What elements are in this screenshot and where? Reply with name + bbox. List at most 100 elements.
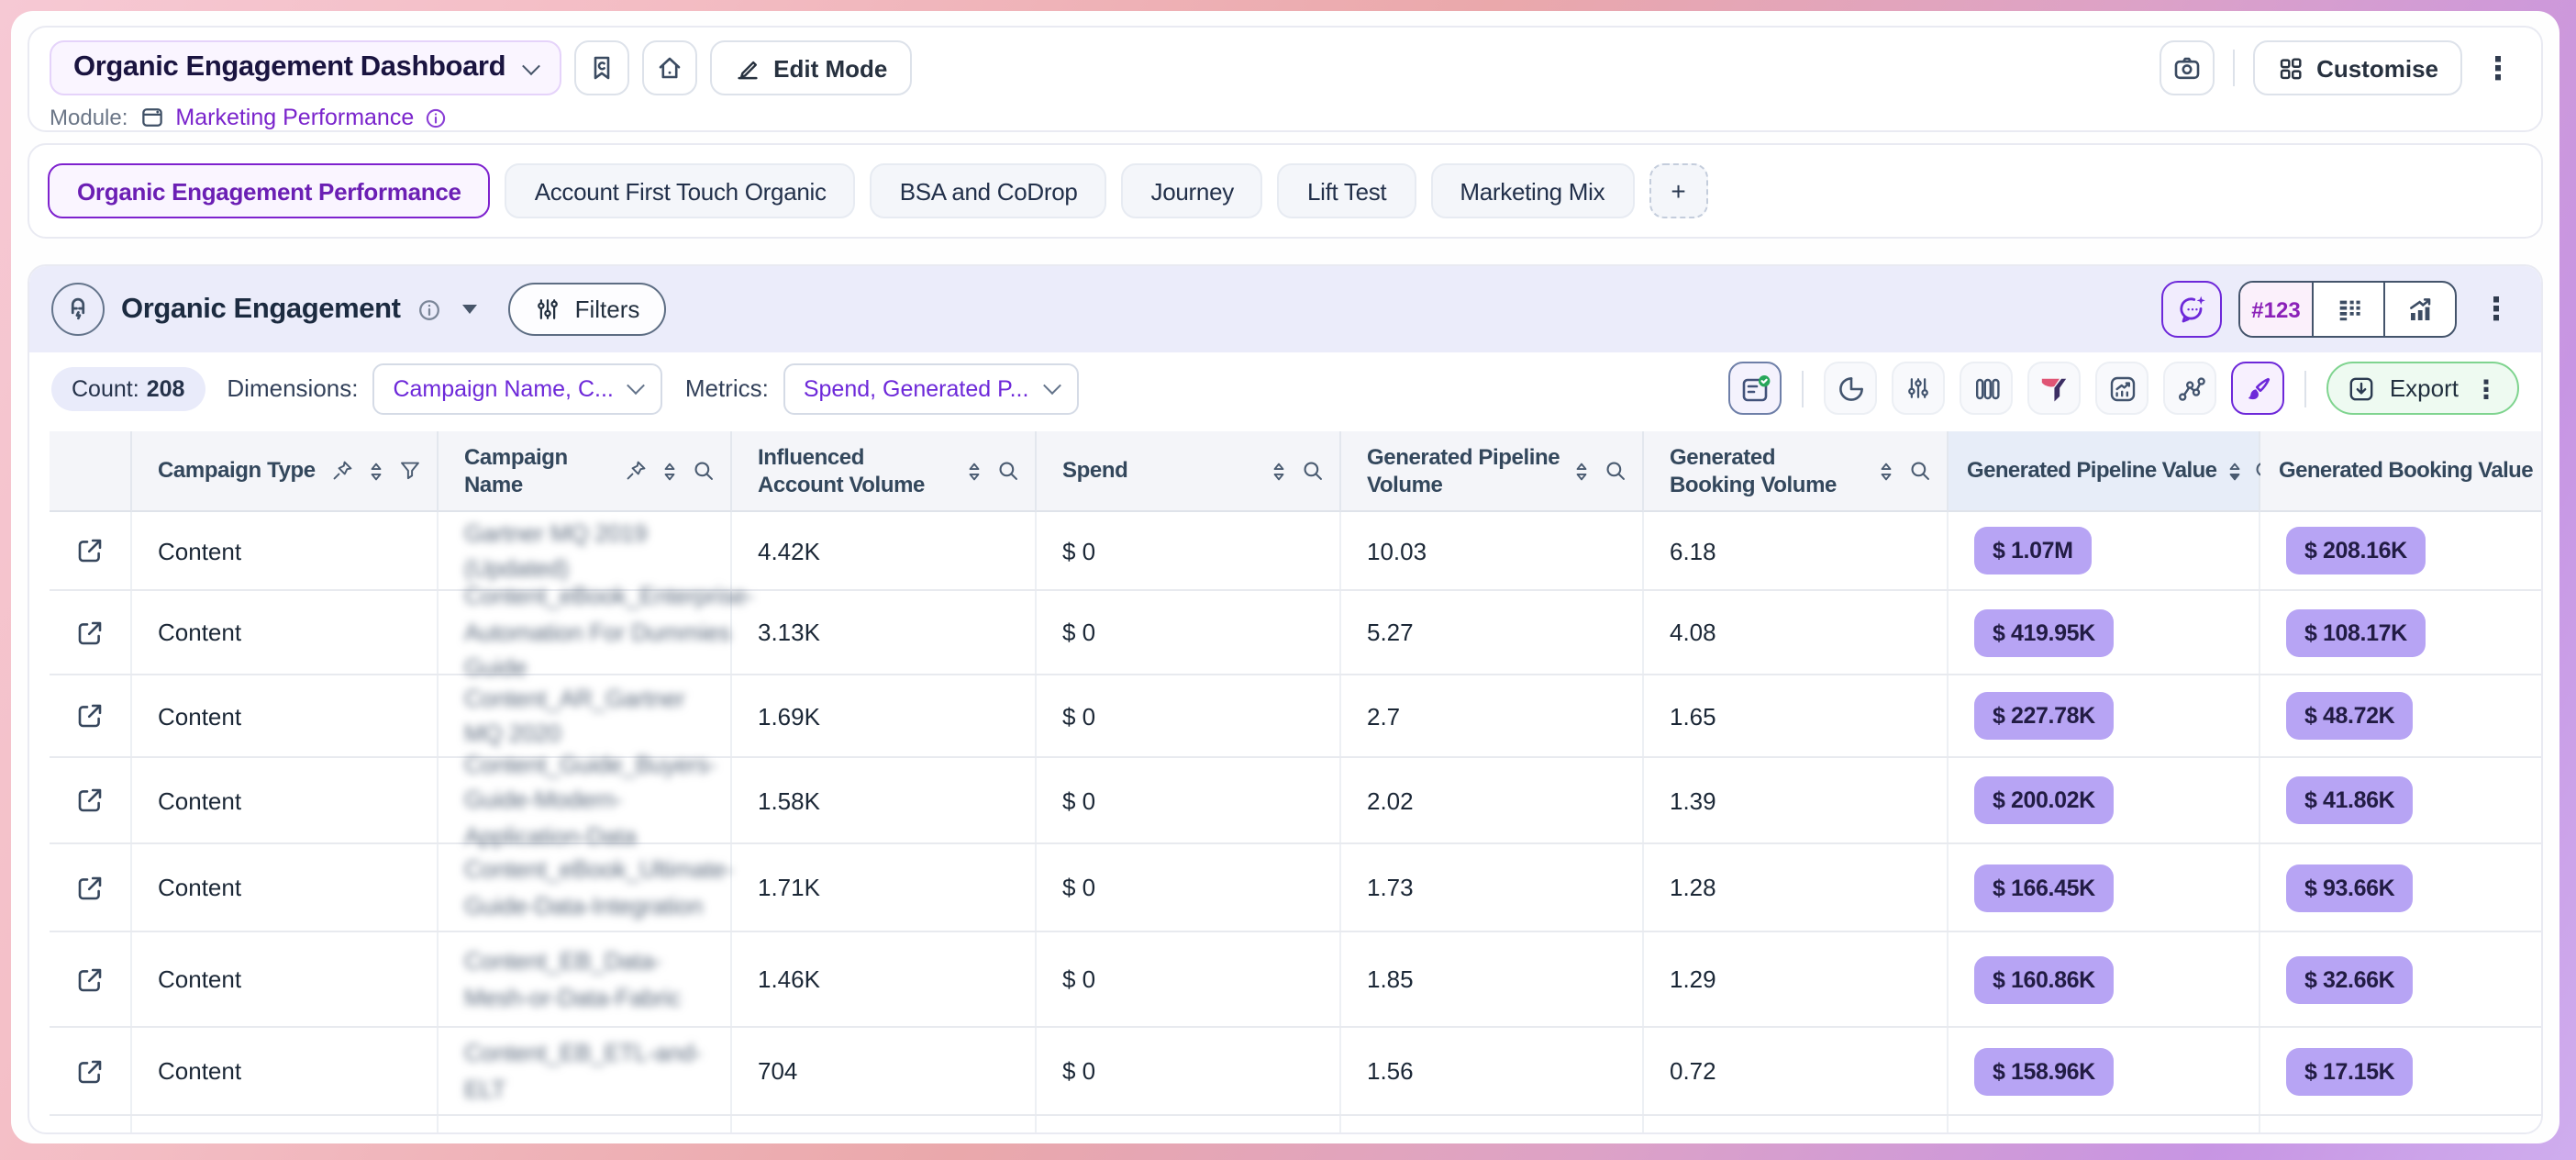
- bookmark-button[interactable]: [573, 40, 628, 95]
- funnel-brand-icon: [2039, 373, 2071, 404]
- external-link-icon[interactable]: [75, 965, 105, 994]
- kebab-menu-icon[interactable]: ⋮: [2475, 52, 2521, 84]
- filter-funnel-icon[interactable]: [398, 459, 422, 483]
- sort-icon[interactable]: [365, 458, 387, 484]
- value-pill: $ 158.96K: [1974, 1047, 2114, 1095]
- sort-icon[interactable]: [1875, 458, 1897, 484]
- external-link-icon[interactable]: [75, 536, 105, 565]
- external-link-icon[interactable]: [75, 701, 105, 731]
- column-header-campaign-type[interactable]: Campaign Type: [132, 431, 439, 512]
- caret-down-icon[interactable]: [463, 305, 478, 314]
- search-icon[interactable]: [996, 459, 1020, 483]
- sort-icon[interactable]: [963, 458, 985, 484]
- export-button[interactable]: Export ⋮: [2327, 362, 2519, 415]
- generated-pipeline-volume-cell: 1.73: [1341, 844, 1644, 931]
- dashboard-tab[interactable]: Marketing Mix: [1430, 163, 1634, 218]
- dashboard-header: Organic Engagement Dashboard Edit Mode C…: [28, 26, 2543, 132]
- dashboard-tab[interactable]: Account First Touch Organic: [505, 163, 856, 218]
- dashboard-tab[interactable]: Lift Test: [1278, 163, 1416, 218]
- external-link-icon[interactable]: [75, 873, 105, 902]
- filters-button[interactable]: Filters: [509, 283, 666, 336]
- search-icon[interactable]: [1908, 459, 1932, 483]
- spend-cell: $ 0: [1037, 675, 1341, 756]
- sort-desc-icon[interactable]: [2224, 458, 2246, 484]
- generated-booking-value-cell: $ 108.17K: [2260, 591, 2541, 674]
- sort-icon[interactable]: [1268, 458, 1290, 484]
- module-link[interactable]: Marketing Performance: [175, 105, 447, 130]
- info-icon[interactable]: [417, 296, 443, 322]
- sliders-button[interactable]: [1893, 362, 1946, 415]
- columns-chart-button[interactable]: [1960, 362, 2014, 415]
- chart-box-button[interactable]: [2096, 362, 2149, 415]
- dimensions-select[interactable]: Campaign Name, C...: [372, 362, 662, 414]
- column-header-generated-booking-value[interactable]: Generated Booking Value: [2260, 431, 2541, 512]
- influenced-account-volume-cell: 704: [732, 1028, 1037, 1114]
- pie-chart-button[interactable]: [1825, 362, 1878, 415]
- column-header-spend[interactable]: Spend: [1037, 431, 1341, 512]
- edit-mode-label: Edit Mode: [773, 54, 887, 82]
- column-header-generated-pipeline-volume[interactable]: Generated Pipeline Volume: [1341, 431, 1644, 512]
- sort-icon[interactable]: [1571, 458, 1593, 484]
- table-view-button[interactable]: [1729, 362, 1782, 415]
- module-icon: [139, 105, 164, 130]
- widget-kebab-icon[interactable]: ⋮: [2473, 294, 2519, 325]
- sort-icon[interactable]: [659, 458, 681, 484]
- generated-booking-volume-cell: 1.29: [1644, 932, 1949, 1026]
- trend-toggle[interactable]: [2383, 283, 2455, 336]
- edit-mode-button[interactable]: Edit Mode: [709, 40, 911, 95]
- external-link-icon[interactable]: [75, 1056, 105, 1086]
- magnet-badge: [51, 283, 105, 336]
- screenshot-button[interactable]: [2159, 40, 2214, 95]
- pin-icon[interactable]: [624, 459, 648, 483]
- dashboard-tab[interactable]: BSA and CoDrop: [871, 163, 1107, 218]
- influenced-account-volume-cell: 3.13K: [732, 591, 1037, 674]
- campaign-type-cell: Content: [132, 512, 439, 589]
- column-header-generated-booking-volume[interactable]: Generated Booking Volume: [1644, 431, 1949, 512]
- numeric-format-toggle[interactable]: #123: [2240, 283, 2312, 336]
- search-icon[interactable]: [692, 459, 716, 483]
- data-table: Campaign Type Campaign Name: [50, 431, 2541, 1132]
- widget-header: Organic Engagement Filters #123: [29, 266, 2541, 352]
- export-label: Export: [2390, 374, 2459, 402]
- page-title: Organic Engagement Dashboard: [73, 51, 505, 84]
- search-icon[interactable]: [1301, 459, 1325, 483]
- value-pill: $ 227.78K: [1974, 692, 2114, 740]
- spend-cell: $ 0: [1037, 1028, 1341, 1114]
- column-header-campaign-name[interactable]: Campaign Name: [439, 431, 732, 512]
- format-brush-button[interactable]: [2232, 362, 2285, 415]
- dashboard-tab[interactable]: Journey: [1122, 163, 1263, 218]
- divider: [1803, 370, 1804, 407]
- pin-icon[interactable]: [330, 459, 354, 483]
- search-icon[interactable]: [1604, 459, 1627, 483]
- dashboard-tab[interactable]: Organic Engagement Performance: [48, 163, 491, 218]
- campaign-type-cell: Content: [132, 844, 439, 931]
- generated-booking-value-cell: $ 17.15K: [2260, 1028, 2541, 1114]
- sliders-icon: [535, 296, 562, 323]
- external-link-icon[interactable]: [75, 618, 105, 647]
- customise-button[interactable]: Customise: [2252, 40, 2462, 95]
- funnel-chart-button[interactable]: [2028, 362, 2082, 415]
- metrics-label: Metrics:: [685, 374, 769, 402]
- campaign-name-cell: Content_eBook_Ultimate-Guide-Data-Integr…: [439, 844, 732, 931]
- open-record-cell: [50, 512, 132, 589]
- ai-assistant-button[interactable]: [2161, 281, 2222, 338]
- info-icon: [423, 106, 447, 129]
- data-bars-toggle[interactable]: [2312, 283, 2383, 336]
- home-button[interactable]: [641, 40, 696, 95]
- external-link-icon[interactable]: [75, 786, 105, 815]
- open-record-cell: [50, 591, 132, 674]
- open-record-cell: [50, 758, 132, 842]
- dashboard-title-select[interactable]: Organic Engagement Dashboard: [50, 40, 561, 95]
- column-header-generated-pipeline-value[interactable]: Generated Pipeline Value: [1949, 431, 2260, 512]
- app-surface: Organic Engagement Dashboard Edit Mode C…: [11, 11, 2559, 1143]
- campaign-type-cell: Content: [132, 1028, 439, 1114]
- influenced-account-volume-cell: 1.69K: [732, 675, 1037, 756]
- open-record-cell: [50, 844, 132, 931]
- value-pill: $ 108.17K: [2286, 608, 2426, 656]
- add-tab-button[interactable]: +: [1649, 163, 1707, 218]
- scatter-chart-button[interactable]: [2164, 362, 2217, 415]
- metrics-select[interactable]: Spend, Generated P...: [783, 362, 1079, 414]
- value-pill: $ 200.02K: [1974, 776, 2114, 824]
- data-bars-icon: [2335, 296, 2362, 323]
- column-header-influenced-account-volume[interactable]: Influenced Account Volume: [732, 431, 1037, 512]
